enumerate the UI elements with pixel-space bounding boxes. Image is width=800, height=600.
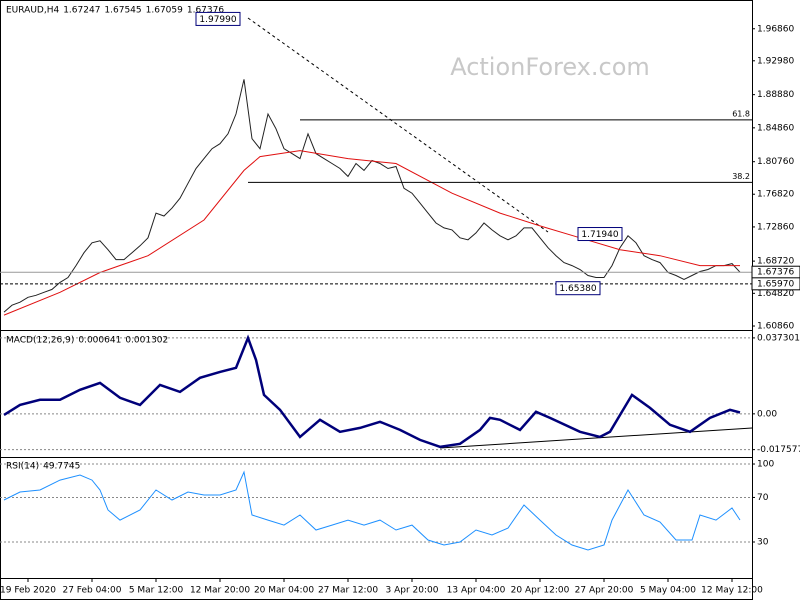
y-tick-label: 1.72860 xyxy=(757,222,794,232)
readout: 1.67376 xyxy=(187,6,224,16)
y-tick-label: 1.76820 xyxy=(757,190,794,200)
y-tick-label: 0.00 xyxy=(757,409,777,419)
price-marker-label: 1.65970 xyxy=(757,279,794,289)
y-tick-label: 1.80760 xyxy=(757,157,794,167)
annotation-box xyxy=(577,227,623,242)
x-tick-label: 12 May 12:00 xyxy=(701,586,763,596)
y-tick-label: 1.96860 xyxy=(757,24,794,34)
x-tick-label: 27 Mar 12:00 xyxy=(318,586,378,596)
series-line xyxy=(3,150,740,316)
x-tick-label: 20 Mar 04:00 xyxy=(254,586,314,596)
fib-label: 38.2 xyxy=(732,172,750,181)
x-tick-label: 19 Feb 2020 xyxy=(0,586,56,596)
annotation: 1.97990 xyxy=(199,15,236,25)
readout: 49.7745 xyxy=(43,462,80,472)
readout: 0.001302 xyxy=(125,336,168,346)
y-tick-label: 70 xyxy=(757,493,769,503)
price-marker-label: 1.67376 xyxy=(757,268,794,278)
series-line xyxy=(3,334,741,449)
x-tick-label: 13 Apr 04:00 xyxy=(447,586,506,596)
x-tick-label: 27 Feb 04:00 xyxy=(62,586,121,596)
x-tick-label: 5 Mar 12:00 xyxy=(129,586,184,596)
panel-title: MACD(12,26,9) xyxy=(6,336,74,346)
panel-title: RSI(14) xyxy=(6,462,39,472)
y-tick-label: 30 xyxy=(757,538,769,548)
series-line xyxy=(3,79,741,313)
annotation: 1.65380 xyxy=(559,284,596,294)
annotation-box xyxy=(555,281,601,296)
annotation-box xyxy=(195,11,241,26)
watermark: ActionForex.com xyxy=(450,53,650,81)
x-tick-label: 3 Apr 20:00 xyxy=(386,586,439,596)
readout: 1.67059 xyxy=(146,6,183,16)
y-tick-label: 1.92980 xyxy=(757,56,794,66)
annotation: 1.71940 xyxy=(581,230,618,240)
y-tick-label: 1.68720 xyxy=(757,257,794,267)
macd-trend-line xyxy=(439,427,753,449)
y-tick-label: -0.017577 xyxy=(757,445,800,455)
y-tick-label: 1.64820 xyxy=(757,289,794,299)
readout: 1.67545 xyxy=(104,6,141,16)
price-box xyxy=(751,277,800,291)
panel-title: EURAUD,H4 xyxy=(6,6,59,16)
x-tick-label: 20 Apr 12:00 xyxy=(511,586,570,596)
y-tick-label: 0.037301 xyxy=(757,333,800,343)
frame xyxy=(0,0,753,600)
y-tick-label: 1.84860 xyxy=(757,123,794,133)
fib-label: 61.8 xyxy=(732,109,750,118)
series-line xyxy=(3,470,741,551)
readout: 0.000641 xyxy=(78,336,121,346)
trend-line xyxy=(247,17,549,233)
y-tick-label: 1.60860 xyxy=(757,322,794,332)
y-tick-label: 1.88880 xyxy=(757,90,794,100)
x-tick-label: 12 Mar 20:00 xyxy=(190,586,250,596)
x-tick-label: 5 May 04:00 xyxy=(640,586,696,596)
y-tick-label: 100 xyxy=(757,460,774,470)
readout: 1.67247 xyxy=(63,6,100,16)
x-tick-label: 27 Apr 20:00 xyxy=(575,586,634,596)
